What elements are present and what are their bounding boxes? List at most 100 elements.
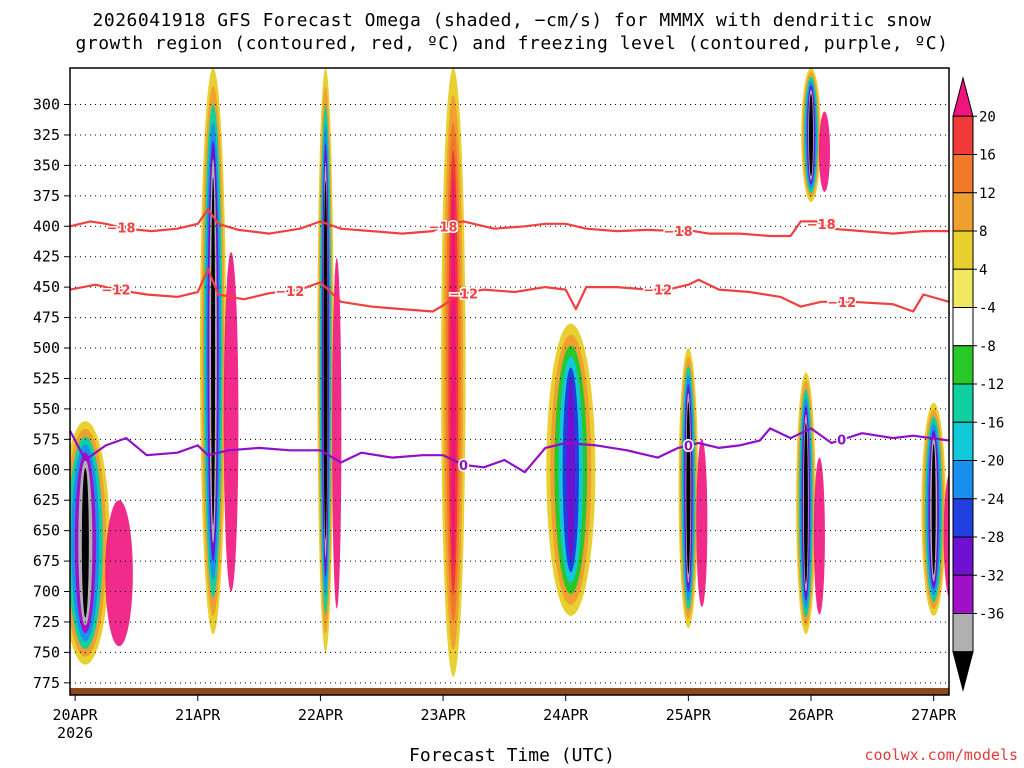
contour-label--18: −18 xyxy=(807,218,836,233)
colorbar-swatch-1 xyxy=(952,115,974,155)
y-axis-ticks: 300 325 350 375 400 425 450 475 500 525 550 575 600 6… xyxy=(33,96,70,692)
contour-label--18: −18 xyxy=(429,220,458,235)
xtick-label-25APR: 25APR xyxy=(666,706,712,724)
ytick-label-350: 350 xyxy=(33,156,60,174)
contour-line-0 xyxy=(70,427,949,474)
xtick-label-20APR: 20APR xyxy=(53,706,99,724)
terrain-ground-strip xyxy=(70,688,949,695)
colorbar: 20 16 12 8 4 -4 -8 -12 -16 -20 -24 -28 -32 -36 xyxy=(952,76,1004,692)
colorbar-swatch-11 xyxy=(952,498,974,538)
colorbar-label-4: 4 xyxy=(979,262,987,278)
ytick-label-575: 575 xyxy=(33,430,60,448)
omega-column-2-sink-flank xyxy=(332,257,342,609)
colorbar-label--20: -20 xyxy=(979,454,1004,470)
omega-column-0-band-6 xyxy=(81,468,89,618)
contour-label-0: 0 xyxy=(684,439,693,454)
colorbar-swatch-12 xyxy=(952,536,974,576)
contour-line--18 xyxy=(70,208,949,238)
ytick-label-300: 300 xyxy=(33,96,60,114)
contour-label-0: 0 xyxy=(459,459,468,474)
colorbar-label-8: 8 xyxy=(979,224,987,240)
omega-column-7-sink-flank xyxy=(813,457,825,615)
colorbar-swatch-2 xyxy=(952,154,974,194)
colorbar-swatch-7 xyxy=(952,345,974,385)
contour-label--12: −12 xyxy=(102,284,131,299)
ytick-label-425: 425 xyxy=(33,248,60,266)
omega-column-7-band-6 xyxy=(803,422,808,584)
contour-line--12 xyxy=(70,267,949,313)
colorbar-label--24: -24 xyxy=(979,492,1004,508)
omega-column-2-band-6 xyxy=(323,180,328,540)
omega-column-8-sink-flank xyxy=(943,473,949,599)
colorbar-swatch-8 xyxy=(952,383,974,423)
colorbar-bottom-arrow xyxy=(952,651,974,692)
ytick-label-450: 450 xyxy=(33,278,60,296)
ytick-label-500: 500 xyxy=(33,339,60,357)
ytick-label-700: 700 xyxy=(33,583,60,601)
colorbar-label--16: -16 xyxy=(979,415,1004,431)
xtick-label-27APR: 27APR xyxy=(911,706,957,724)
colorbar-swatch-6 xyxy=(952,307,974,347)
ytick-label-325: 325 xyxy=(33,126,60,144)
contour-label--18: −18 xyxy=(664,225,693,240)
colorbar-swatch-13 xyxy=(952,574,974,614)
colorbar-swatch-9 xyxy=(952,421,974,461)
xtick-sublabel-20APR: 2026 xyxy=(57,724,93,742)
colorbar-label--36: -36 xyxy=(979,607,1004,623)
colorbar-label--4: -4 xyxy=(979,301,996,317)
xtick-label-26APR: 26APR xyxy=(788,706,834,724)
ytick-label-650: 650 xyxy=(33,522,60,540)
plot-frame xyxy=(69,67,950,696)
ytick-label-550: 550 xyxy=(33,400,60,418)
omega-column-3-band-4 xyxy=(450,177,456,568)
colorbar-label--12: -12 xyxy=(979,377,1004,393)
contour-label--12: −12 xyxy=(643,284,672,299)
ytick-label-475: 475 xyxy=(33,309,60,327)
x-axis-label: Forecast Time (UTC) xyxy=(409,745,615,766)
colorbar-label-12: 12 xyxy=(979,186,996,202)
contour-label--12: −12 xyxy=(827,296,856,311)
temperature-contours: −18 −18 −18 −18 −12 −12 −12 −12 −12 0 0 0 xyxy=(70,208,949,475)
contour-label--18: −18 xyxy=(107,221,136,236)
colorbar-swatch-3 xyxy=(952,192,974,232)
colorbar-swatch-5 xyxy=(952,268,974,308)
ytick-label-675: 675 xyxy=(33,552,60,570)
ytick-label-625: 625 xyxy=(33,491,60,509)
omega-column-6-sink-flank xyxy=(818,111,831,192)
xtick-label-24APR: 24APR xyxy=(543,706,589,724)
ytick-label-725: 725 xyxy=(33,613,60,631)
contour-label--12: −12 xyxy=(449,287,478,302)
colorbar-swatch-14 xyxy=(952,613,974,653)
colorbar-label--32: -32 xyxy=(979,568,1004,584)
xtick-label-21APR: 21APR xyxy=(175,706,221,724)
omega-column-5-band-6 xyxy=(686,402,691,575)
source-credit: coolwx.com/models xyxy=(864,746,1018,764)
contour-label-0: 0 xyxy=(837,434,846,449)
colorbar-swatch-4 xyxy=(952,230,974,270)
ytick-label-375: 375 xyxy=(33,187,60,205)
chart-title-line-1: 2026041918 GFS Forecast Omega (shaded, −… xyxy=(92,10,932,31)
ytick-label-775: 775 xyxy=(33,674,60,692)
chart-title-line-2: growth region (contoured, red, ºC) and f… xyxy=(75,33,949,54)
colorbar-label--8: -8 xyxy=(979,339,996,355)
ytick-label-525: 525 xyxy=(33,369,60,387)
omega-column-1-sink-flank xyxy=(223,251,239,592)
colorbar-label--28: -28 xyxy=(979,530,1004,546)
omega-column-8-band-6 xyxy=(931,443,936,575)
omega-shading xyxy=(70,68,949,677)
colorbar-label-16: 16 xyxy=(979,148,996,164)
omega-column-5-sink-flank xyxy=(696,439,708,608)
xtick-label-23APR: 23APR xyxy=(420,706,466,724)
colorbar-top-arrow xyxy=(952,76,974,117)
omega-column-0-sink-flank xyxy=(105,500,133,647)
ytick-label-750: 750 xyxy=(33,643,60,661)
colorbar-label-20: 20 xyxy=(979,109,996,125)
colorbar-swatch-10 xyxy=(952,460,974,500)
ytick-label-400: 400 xyxy=(33,217,60,235)
omega-column-1-band-6 xyxy=(211,177,216,525)
xtick-label-22APR: 22APR xyxy=(298,706,344,724)
omega-column-6-band-6 xyxy=(809,93,814,177)
contour-label--12: −12 xyxy=(275,285,304,300)
